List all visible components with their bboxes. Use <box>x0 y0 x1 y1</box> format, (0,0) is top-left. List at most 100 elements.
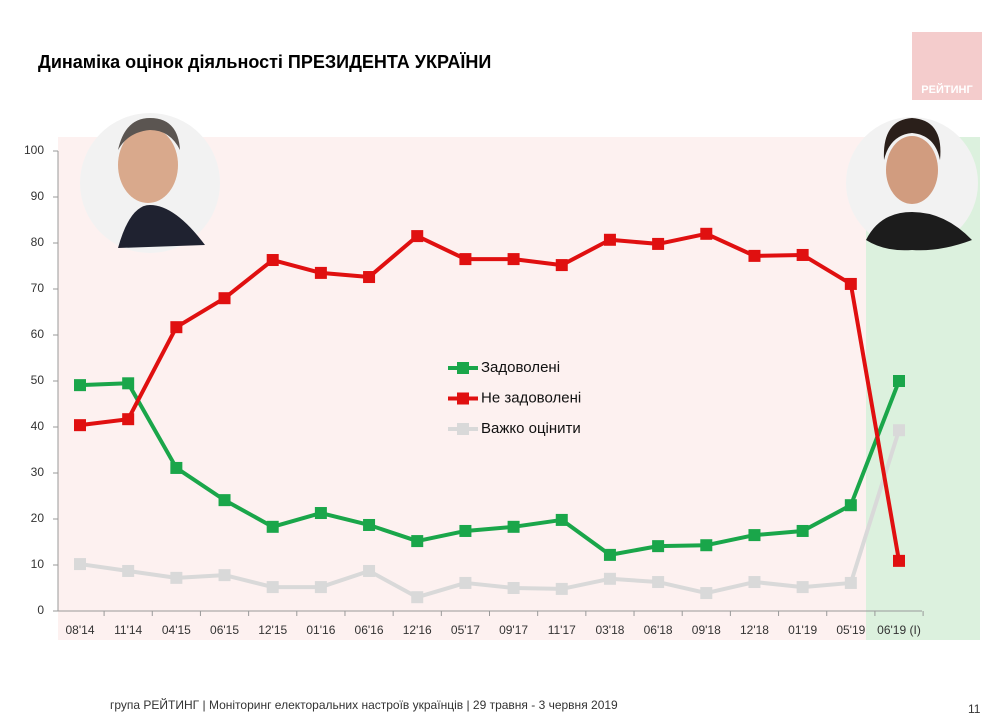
legend-marker <box>457 423 469 435</box>
point <box>555 582 568 595</box>
x-tick-label: 06'19 (I) <box>877 623 921 637</box>
point <box>700 539 713 552</box>
photo-right <box>846 117 978 251</box>
x-tick-label: 06'18 <box>644 623 673 637</box>
y-tick-label: 100 <box>24 143 44 157</box>
point <box>363 564 376 577</box>
point <box>507 582 520 594</box>
y-tick-label: 10 <box>31 557 45 571</box>
point <box>652 237 665 250</box>
y-tick-label: 40 <box>31 419 45 433</box>
point <box>122 377 135 390</box>
logo: РЕЙТИНГ <box>921 83 973 96</box>
point <box>700 587 713 600</box>
x-tick-label: 12'18 <box>740 623 769 637</box>
point <box>893 554 905 567</box>
point <box>363 518 376 531</box>
x-tick-label: 09'17 <box>499 623 528 637</box>
legend-label: Задоволені <box>481 359 560 376</box>
y-tick-label: 70 <box>31 281 45 295</box>
x-tick-label: 06'15 <box>210 623 239 637</box>
y-tick-label: 50 <box>31 373 45 387</box>
y-tick-label: 20 <box>31 511 45 525</box>
legend-label: Важко оцінити <box>481 420 581 437</box>
chart-title: Динаміка оцінок діяльності ПРЕЗИДЕНТА УК… <box>38 52 491 72</box>
point <box>218 569 231 582</box>
point <box>170 571 183 584</box>
point <box>266 581 279 594</box>
point <box>459 524 472 537</box>
point <box>459 253 472 266</box>
x-tick-label: 12'15 <box>258 623 287 637</box>
series-line <box>79 380 901 557</box>
series-line <box>79 429 901 600</box>
point <box>411 230 424 243</box>
point <box>122 413 135 426</box>
x-tick-label: 05'19 <box>836 623 865 637</box>
y-tick-label: 30 <box>31 465 45 479</box>
point <box>314 581 327 594</box>
point <box>507 520 520 533</box>
x-tick-label: 09'18 <box>692 623 721 637</box>
point <box>844 576 857 589</box>
point <box>603 233 616 246</box>
point <box>893 375 905 387</box>
point <box>748 249 761 262</box>
point <box>170 321 183 334</box>
point <box>170 461 183 474</box>
footer: група РЕЙТИНГ | Моніторинг електоральних… <box>110 697 618 712</box>
point <box>411 591 424 604</box>
point <box>363 271 376 284</box>
point <box>411 535 424 548</box>
x-tick-label: 08'14 <box>66 623 95 637</box>
point <box>74 558 86 571</box>
point <box>555 259 568 272</box>
logo-box <box>912 32 982 100</box>
x-tick-label: 11'17 <box>548 623 576 637</box>
point <box>748 529 761 542</box>
y-tick-label: 0 <box>37 603 44 617</box>
x-tick-label: 11'14 <box>114 623 142 637</box>
point <box>700 227 713 240</box>
point <box>844 277 857 290</box>
x-tick-label: 12'16 <box>403 623 432 637</box>
point <box>796 248 809 261</box>
x-tick-label: 06'16 <box>355 623 384 637</box>
photo-left <box>80 113 220 253</box>
x-tick-label: 05'17 <box>451 623 480 637</box>
point <box>603 548 616 561</box>
x-tick-label: 04'15 <box>162 623 191 637</box>
point <box>459 576 472 589</box>
point <box>652 540 665 553</box>
point <box>507 253 520 266</box>
point <box>314 266 327 279</box>
point <box>796 581 809 594</box>
point <box>74 379 86 392</box>
point <box>122 564 135 577</box>
point <box>74 419 86 432</box>
point <box>748 576 761 589</box>
y-tick-label: 90 <box>31 189 45 203</box>
point <box>603 572 616 585</box>
point <box>844 499 857 512</box>
point <box>652 576 665 589</box>
point <box>218 494 231 507</box>
point <box>893 424 905 437</box>
x-tick-label: 03'18 <box>595 623 624 637</box>
point <box>218 292 231 305</box>
legend-marker <box>457 362 469 374</box>
y-tick-label: 80 <box>31 235 45 249</box>
point <box>266 520 279 533</box>
point <box>266 254 279 267</box>
y-tick-label: 60 <box>31 327 45 341</box>
x-tick-label: 01'16 <box>306 623 335 637</box>
series-line <box>79 231 901 562</box>
x-tick-label: 01'19 <box>788 623 817 637</box>
point <box>314 507 327 520</box>
point <box>555 513 568 526</box>
legend-label: Не задоволені <box>481 389 581 406</box>
legend-marker <box>457 392 469 405</box>
point <box>796 524 809 537</box>
page-number: 11 <box>968 702 981 716</box>
